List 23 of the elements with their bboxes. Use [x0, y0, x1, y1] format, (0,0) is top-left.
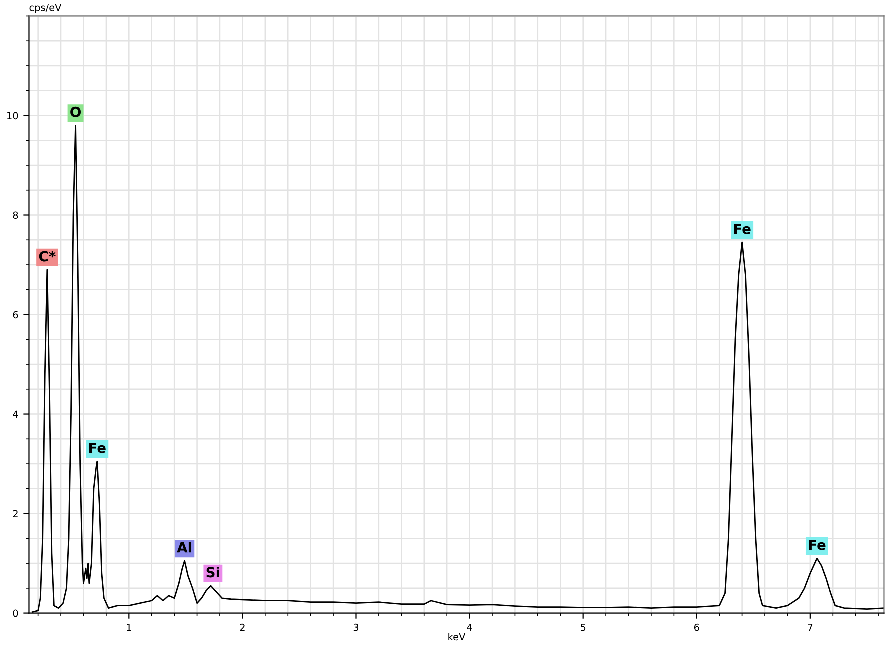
- x-tick-label: 4: [467, 624, 472, 632]
- y-tick-label: 2: [13, 510, 18, 518]
- annotation: C*: [39, 251, 56, 262]
- y-tick-label: 4: [13, 410, 18, 418]
- y-tick-label: 8: [13, 212, 18, 220]
- y-tick-label: 0: [13, 610, 18, 618]
- x-tick-label: 6: [694, 624, 700, 632]
- annotation: Fe: [809, 540, 826, 550]
- annotation: Al: [177, 542, 192, 553]
- x-axis-title: keV: [448, 633, 466, 641]
- y-axis-title: cps/eV: [30, 4, 62, 14]
- x-tick-label: 2: [240, 624, 245, 632]
- x-tick-label: 7: [808, 624, 813, 632]
- annotation: Si: [206, 566, 220, 578]
- annotation: O: [70, 106, 81, 118]
- y-tick-label: 6: [13, 311, 18, 319]
- annotation: Fe: [89, 442, 106, 454]
- x-tick-label: 5: [580, 624, 586, 632]
- y-tick-label: 10: [8, 112, 18, 120]
- x-tick-label: 3: [354, 624, 359, 632]
- x-tick-label: 1: [127, 624, 132, 632]
- annotation: Fe: [734, 224, 751, 234]
- line-series: [32, 124, 884, 614]
